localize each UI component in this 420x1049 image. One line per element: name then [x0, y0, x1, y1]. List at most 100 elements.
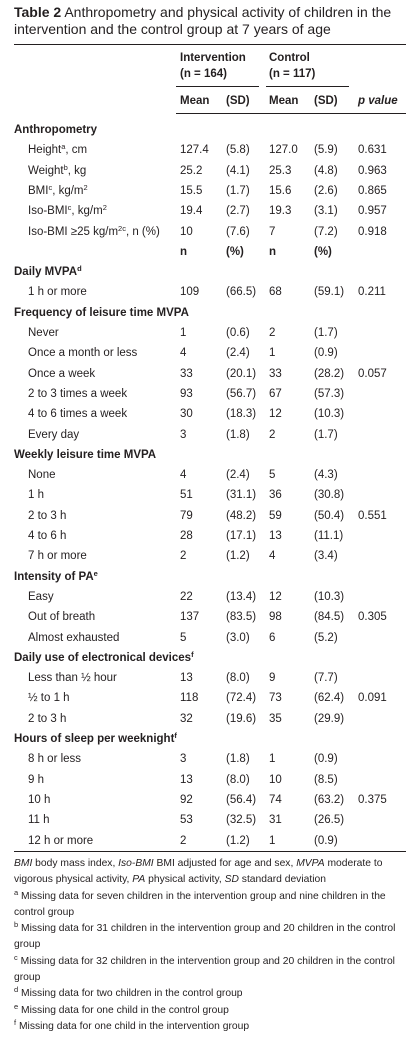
text: , cm — [65, 144, 88, 157]
text: physical activity, — [145, 874, 225, 886]
cell: 33 — [269, 367, 282, 380]
cell: (11.1) — [314, 530, 344, 542]
text: moderate to vigorous physical activity, — [14, 858, 383, 886]
subheader: n — [269, 245, 277, 258]
cell: (17.1) — [226, 530, 257, 542]
group-name: Control — [269, 52, 310, 64]
text: 4 to 6 h — [28, 530, 67, 542]
abbreviation: Iso-BMI — [118, 858, 154, 869]
row-label: 2 to 3 times a week — [28, 384, 127, 404]
row-label: Every day — [28, 425, 79, 445]
cell: (5.2) — [314, 631, 338, 644]
text: 12 h or more — [28, 834, 94, 847]
cell: 19.3 — [269, 205, 292, 218]
caption-label: Table 2 — [14, 4, 62, 20]
cell: 7 — [269, 225, 276, 238]
text: Weight — [28, 164, 64, 177]
text: Out of breath — [28, 611, 96, 624]
superscript: e — [14, 1001, 19, 1011]
cell: (3.4) — [314, 550, 338, 563]
row-label: Never — [28, 323, 59, 343]
cell: 13 — [180, 773, 193, 786]
cell: (4.3) — [314, 469, 338, 482]
footnote: e Missing data for one child in the cont… — [14, 1001, 414, 1019]
cell: 127.4 — [180, 144, 209, 157]
row-label: Once a month or less — [28, 343, 137, 363]
row-label: 12 h or more — [28, 831, 93, 851]
cell: (1.8) — [226, 428, 250, 441]
text: 1 h or more — [28, 286, 87, 299]
row-label: Iso-BMI ≥25 kg/m2c, n (%) — [28, 222, 160, 242]
section-title: Daily use of electronical devicesf — [14, 648, 194, 668]
cell: 2 — [269, 327, 276, 339]
row-label: 2 to 3 h — [28, 709, 66, 729]
cell: 59 — [269, 509, 282, 522]
section-title: Intensity of PAe — [14, 567, 98, 587]
row-label: Heighta, cm — [28, 140, 87, 160]
cell: (1.8) — [226, 753, 250, 766]
cell: (2.4) — [226, 469, 250, 482]
cell: 109 — [180, 286, 200, 299]
cell: 98 — [269, 611, 282, 624]
superscript: c — [67, 203, 72, 213]
text: Missing data for two children in the con… — [18, 988, 243, 1000]
cell: 0.091 — [358, 692, 387, 705]
cell: 0.918 — [358, 225, 387, 238]
text: Height — [28, 144, 62, 157]
cell: 13 — [269, 530, 282, 542]
cell: 19.4 — [180, 205, 203, 218]
cell: 53 — [180, 814, 193, 827]
cell: 0.375 — [358, 793, 387, 806]
cell: 2 — [180, 550, 187, 563]
cell: (66.5) — [226, 286, 257, 299]
cell: (28.2) — [314, 367, 345, 380]
cell: (2.7) — [226, 205, 250, 218]
section-title: Weekly leisure time MVPA — [14, 445, 156, 465]
text: , kg/m — [71, 205, 103, 218]
row-label: 2 to 3 h — [28, 506, 66, 526]
cell: 1 — [269, 834, 276, 847]
text: 9 h — [28, 773, 44, 786]
cell: (63.2) — [314, 793, 345, 806]
column-header: Mean — [269, 95, 299, 107]
cell: (31.1) — [226, 489, 257, 502]
cell: 2 — [269, 428, 276, 441]
cell: 15.5 — [180, 184, 203, 197]
text: Iso-BMI ≥25 kg/m — [28, 225, 119, 238]
text: Weekly leisure time MVPA — [14, 448, 157, 461]
text: 10 h — [28, 793, 51, 806]
abbreviation: BMI — [14, 858, 33, 869]
superscript: e — [93, 568, 98, 578]
text: 11 h — [28, 814, 50, 827]
cell: (7.7) — [314, 672, 338, 685]
cell: (13.4) — [226, 590, 257, 603]
cell: (0.9) — [314, 753, 338, 766]
text: Almost exhausted — [28, 631, 120, 644]
cell: (8.0) — [226, 672, 250, 685]
footnote: a Missing data for seven children in the… — [14, 888, 414, 922]
cell: (5.9) — [314, 144, 338, 157]
cell: (4.8) — [314, 164, 338, 177]
cell: 35 — [269, 712, 282, 725]
group-n: (n = 117) — [269, 68, 316, 80]
cell: 25.3 — [269, 164, 292, 177]
footnote: d Missing data for two children in the c… — [14, 986, 414, 1002]
row-label: 4 to 6 h — [28, 526, 66, 546]
cell: (30.8) — [314, 489, 345, 502]
text: 1 h — [28, 489, 44, 502]
cell: 127.0 — [269, 144, 298, 157]
cell: (1.7) — [314, 428, 338, 441]
cell: (3.1) — [314, 205, 338, 218]
text: standard deviation — [238, 874, 326, 886]
cell: (0.9) — [314, 347, 338, 360]
text: 7 h or more — [28, 550, 87, 563]
row-label: 11 h — [28, 810, 50, 830]
cell: (0.6) — [226, 327, 250, 339]
abbreviation: MVPA — [296, 858, 325, 869]
text: , n (%) — [125, 225, 160, 238]
cell: 5 — [269, 469, 276, 482]
cell: (1.2) — [226, 550, 250, 563]
row-label: 8 h or less — [28, 749, 81, 769]
cell: (62.4) — [314, 692, 345, 705]
subheader: (%) — [314, 245, 332, 258]
